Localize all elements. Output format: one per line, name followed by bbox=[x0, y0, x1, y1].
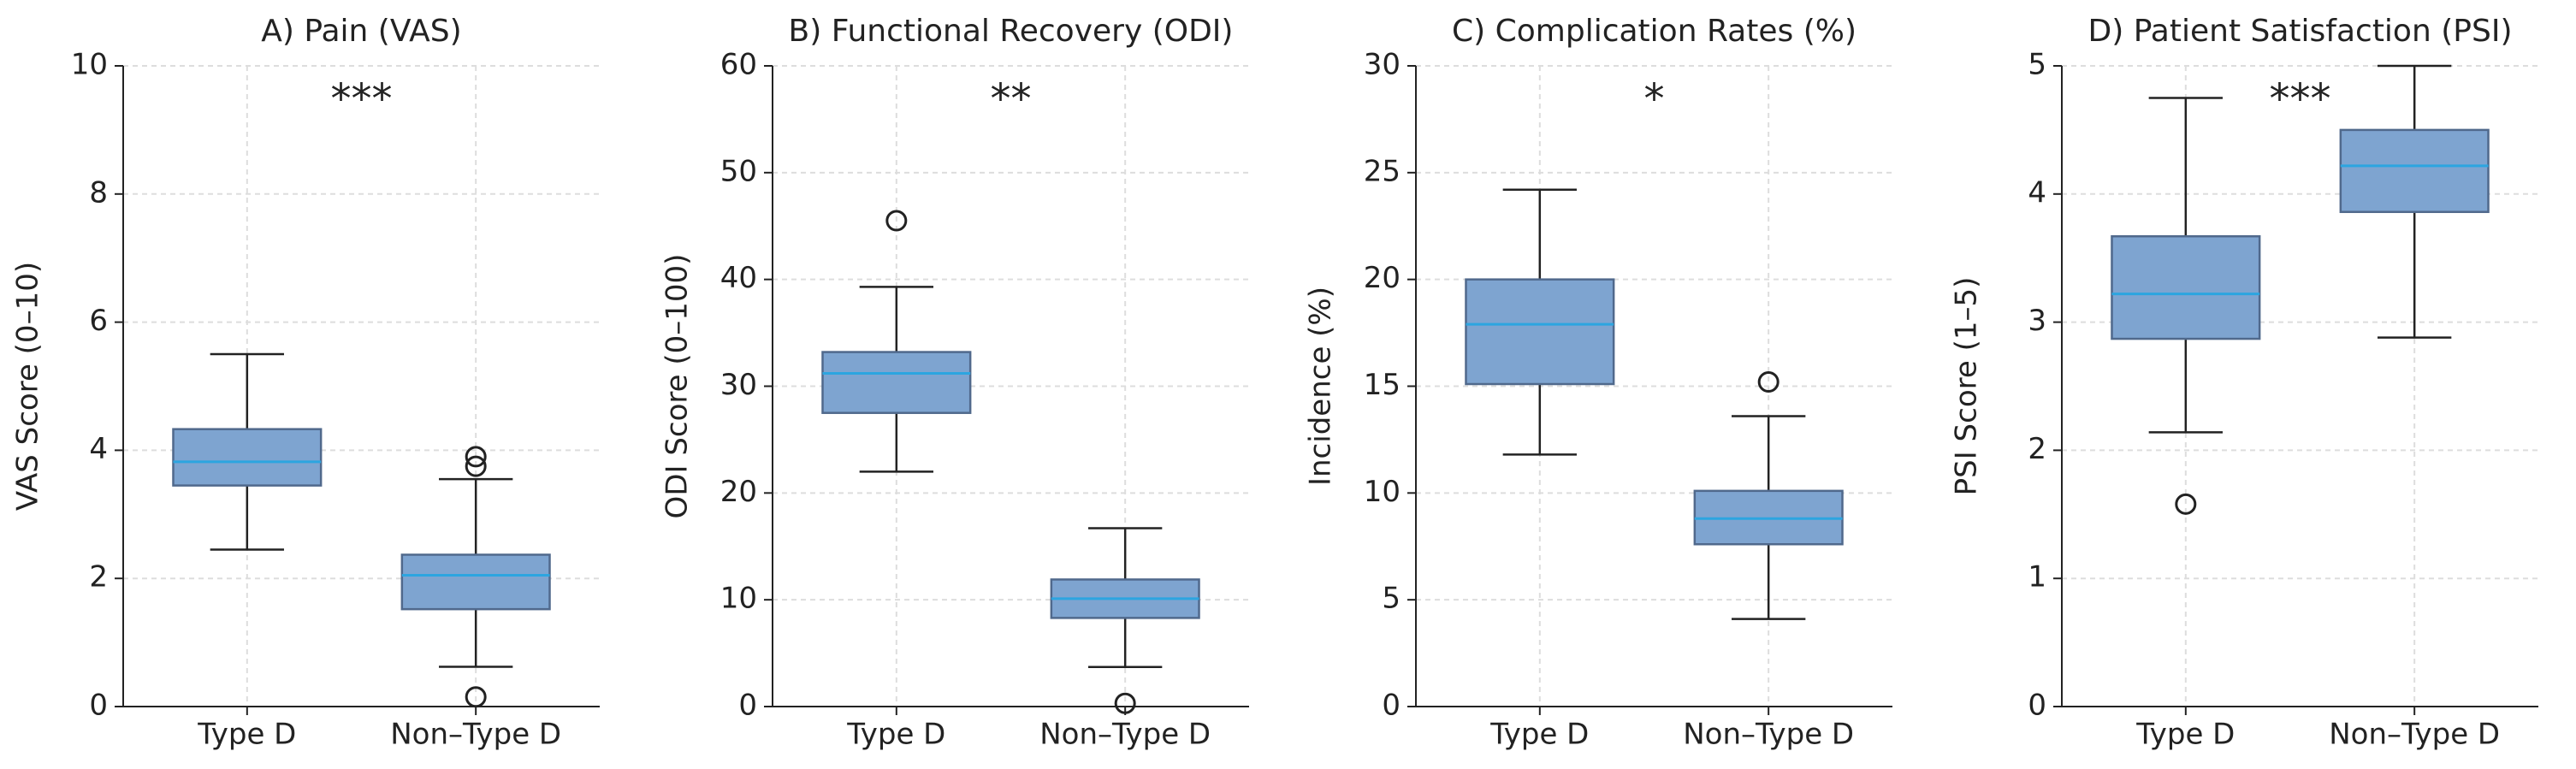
significance: * bbox=[1644, 75, 1665, 123]
box bbox=[172, 428, 323, 487]
significance: ** bbox=[991, 75, 1032, 123]
box bbox=[2111, 234, 2261, 340]
y-tick-label: 1 bbox=[2028, 560, 2046, 594]
y-tick-label: 15 bbox=[1364, 368, 1401, 402]
y-tick-label: 50 bbox=[720, 154, 757, 188]
y-tick-label: 10 bbox=[720, 582, 757, 616]
y-tick-label: 2 bbox=[2028, 432, 2046, 466]
panel: A) Pain (VAS) VAS Score (0–10) 0 2 4 6 8 10 Type… bbox=[11, 14, 600, 752]
y-tick-label: 4 bbox=[2028, 175, 2046, 210]
y-axis-label: VAS Score (0–10) bbox=[11, 262, 45, 511]
flier bbox=[465, 686, 487, 708]
x-tick-label: Type D bbox=[2135, 718, 2235, 752]
y-tick-label: 3 bbox=[2028, 304, 2046, 338]
y-tick-label: 20 bbox=[720, 475, 757, 509]
y-tick-label: 30 bbox=[720, 368, 757, 402]
x-tick-label: Non–Type D bbox=[390, 718, 561, 752]
y-tick-label: 0 bbox=[89, 689, 108, 723]
x-tick-label: Non–Type D bbox=[2329, 718, 2500, 752]
significance: *** bbox=[2270, 75, 2331, 123]
x-tick-label: Type D bbox=[846, 718, 945, 752]
y-tick-label: 10 bbox=[1364, 475, 1401, 509]
y-axis-label: PSI Score (1–5) bbox=[1950, 277, 1984, 496]
panel: D) Patient Satisfaction (PSI) PSI Score (… bbox=[1950, 14, 2538, 752]
significance: *** bbox=[331, 75, 393, 123]
y-tick-label: 60 bbox=[720, 48, 757, 82]
y-tick-label: 0 bbox=[738, 689, 757, 723]
panel: B) Functional Recovery (ODI) ODI Score (0… bbox=[660, 14, 1249, 752]
x-tick-label: Non–Type D bbox=[1683, 718, 1854, 752]
flier bbox=[2175, 493, 2197, 515]
flier bbox=[465, 446, 487, 468]
y-tick-label: 25 bbox=[1364, 154, 1401, 188]
panel-title: D) Patient Satisfaction (PSI) bbox=[2088, 14, 2513, 49]
box bbox=[1465, 278, 1615, 386]
panel-title: C) Complication Rates (%) bbox=[1452, 14, 1856, 49]
box bbox=[821, 351, 972, 414]
y-tick-label: 6 bbox=[89, 304, 108, 338]
flier bbox=[885, 210, 908, 232]
y-axis-label: Incidence (%) bbox=[1304, 287, 1338, 486]
y-axis-label: ODI Score (0–100) bbox=[660, 254, 695, 519]
y-tick-label: 20 bbox=[1364, 261, 1401, 295]
panel-title: B) Functional Recovery (ODI) bbox=[789, 14, 1234, 49]
x-tick-label: Type D bbox=[1489, 718, 1589, 752]
flier bbox=[465, 455, 487, 477]
panel: C) Complication Rates (%) Incidence (%) 0 5… bbox=[1304, 14, 1892, 752]
box bbox=[400, 553, 551, 611]
x-tick-label: Non–Type D bbox=[1039, 718, 1211, 752]
x-tick-label: Type D bbox=[197, 718, 296, 752]
y-tick-label: 2 bbox=[89, 560, 108, 594]
panel-title: A) Pain (VAS) bbox=[261, 14, 461, 49]
box bbox=[2339, 128, 2490, 214]
y-tick-label: 30 bbox=[1364, 48, 1401, 82]
y-tick-label: 5 bbox=[1382, 582, 1401, 616]
y-tick-label: 4 bbox=[89, 432, 108, 466]
y-tick-label: 0 bbox=[2028, 689, 2046, 723]
y-tick-label: 5 bbox=[2028, 48, 2046, 82]
flier bbox=[1114, 692, 1136, 714]
y-tick-label: 10 bbox=[71, 48, 108, 82]
y-tick-label: 8 bbox=[89, 175, 108, 210]
y-tick-label: 0 bbox=[1382, 689, 1401, 723]
y-tick-label: 40 bbox=[720, 261, 757, 295]
flier bbox=[1757, 371, 1780, 393]
